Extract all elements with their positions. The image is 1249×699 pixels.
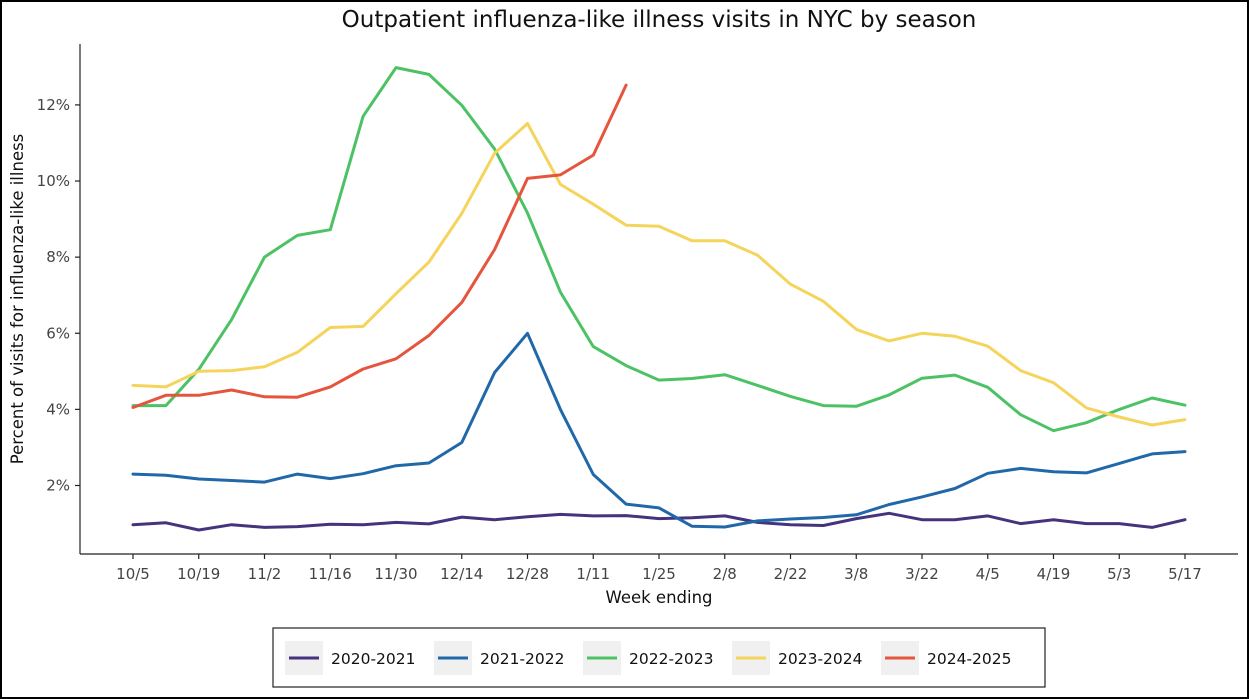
legend: 2020-2021 2021-2022 2022-2023 2023-2024 2024… <box>272 627 1046 688</box>
legend-label: 2021-2022 <box>480 650 565 668</box>
legend-label: 2022-2023 <box>629 650 714 668</box>
x-ticks: 10/5 10/19 11/2 11/16 11/30 12/14 12/28 1/11 1/2… <box>116 554 1202 583</box>
y-tick-label: 8% <box>46 248 70 266</box>
y-axis-title: Percent of visits for influenza-like ill… <box>8 134 27 465</box>
x-tick-label: 2/22 <box>774 565 808 583</box>
x-tick-label: 2/8 <box>713 565 737 583</box>
x-tick-label: 1/25 <box>642 565 676 583</box>
legend-label: 2020-2021 <box>331 650 416 668</box>
x-tick-label: 5/3 <box>1107 565 1131 583</box>
series-layer <box>131 66 1187 532</box>
series-line-2020-2021 <box>131 511 1187 532</box>
legend-items: 2020-2021 2021-2022 2022-2023 2023-2024 2024… <box>285 641 1012 675</box>
y-tick-label: 6% <box>46 324 70 342</box>
y-tick-label: 10% <box>37 172 70 190</box>
x-tick-label: 4/5 <box>976 565 1000 583</box>
x-tick-label: 12/28 <box>506 565 549 583</box>
series-line-2022-2023 <box>131 66 1187 433</box>
y-tick-label: 2% <box>46 476 70 494</box>
y-ticks: 2% 4% 6% 8% 10% 12% <box>37 96 80 494</box>
series-line-2021-2022 <box>131 331 1187 529</box>
legend-label: 2023-2024 <box>778 650 863 668</box>
series-line-2024-2025 <box>131 83 628 409</box>
x-tick-label: 1/11 <box>576 565 610 583</box>
y-tick-label: 12% <box>37 96 70 114</box>
x-tick-label: 11/30 <box>374 565 417 583</box>
x-tick-label: 11/16 <box>309 565 352 583</box>
x-tick-label: 10/19 <box>177 565 220 583</box>
x-tick-label: 11/2 <box>248 565 282 583</box>
y-tick-label: 4% <box>46 400 70 418</box>
chart-title: Outpatient influenza-like illness visits… <box>342 7 977 33</box>
x-tick-label: 3/8 <box>844 565 868 583</box>
x-tick-label: 10/5 <box>116 565 150 583</box>
legend-label: 2024-2025 <box>927 650 1012 668</box>
axes <box>79 44 1238 555</box>
x-tick-label: 12/14 <box>440 565 483 583</box>
x-tick-label: 5/17 <box>1168 565 1202 583</box>
series-line-2023-2024 <box>131 122 1187 427</box>
x-tick-label: 4/19 <box>1037 565 1071 583</box>
x-tick-label: 3/22 <box>905 565 939 583</box>
x-axis-title: Week ending <box>605 588 712 607</box>
